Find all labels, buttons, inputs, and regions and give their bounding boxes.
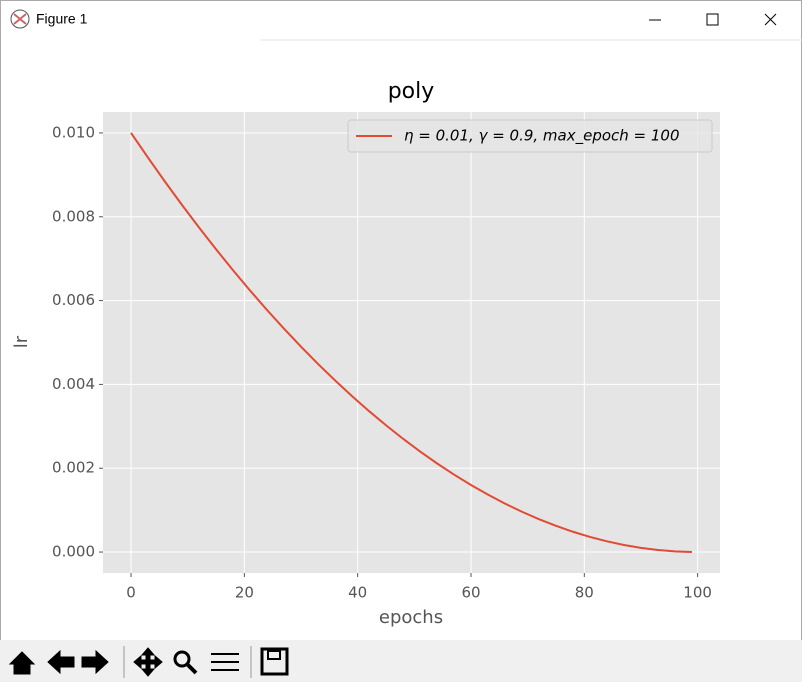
x-tick-label: 40: [348, 584, 367, 602]
y-tick-label: 0.006: [52, 291, 95, 309]
plot-area: [103, 112, 720, 573]
y-tick-label: 0.004: [52, 375, 95, 393]
y-tick-label: 0.002: [52, 459, 95, 477]
forward-button[interactable]: [81, 649, 109, 675]
x-tick-label: 20: [235, 584, 254, 602]
legend-box: [347, 119, 713, 153]
maximize-button[interactable]: [706, 13, 719, 26]
legend: η = 0.01, γ = 0.9, max_epoch = 100: [347, 119, 713, 153]
configure-button[interactable]: [211, 653, 239, 671]
toolbar: [0, 640, 802, 682]
y-tick-label: 0.008: [52, 207, 95, 225]
window-title: Figure 1: [36, 11, 88, 27]
save-button[interactable]: [260, 647, 289, 676]
zoom-handle: [185, 662, 198, 675]
app-icon-mark: [13, 13, 27, 25]
y-axis-label: lr: [11, 335, 32, 348]
toolbar-buttons: [8, 646, 289, 678]
x-tick-label: 60: [461, 584, 480, 602]
save-icon-part: [267, 650, 281, 660]
plot: 0.000 0.002 0.004 0.006 0.008 0.010 0 20 40 60 80 1…: [52, 112, 720, 602]
pan-button[interactable]: [133, 647, 163, 677]
y-tick-label: 0.010: [52, 123, 95, 141]
chart-title: poly: [388, 79, 435, 104]
x-tick-label: 100: [683, 584, 712, 602]
back-button[interactable]: [47, 649, 75, 675]
x-tick-label: 80: [575, 584, 594, 602]
line: [130, 132, 692, 554]
home-button[interactable]: [8, 651, 36, 675]
close-button[interactable]: [764, 13, 777, 26]
y-tick-label: 0.000: [52, 543, 95, 561]
x-tick-label: 0: [126, 584, 136, 602]
legend-label: η = 0.01, γ = 0.9, max_epoch = 100: [404, 127, 680, 146]
x-axis-label: epochs: [379, 607, 443, 628]
zoom-button[interactable]: [173, 650, 191, 668]
